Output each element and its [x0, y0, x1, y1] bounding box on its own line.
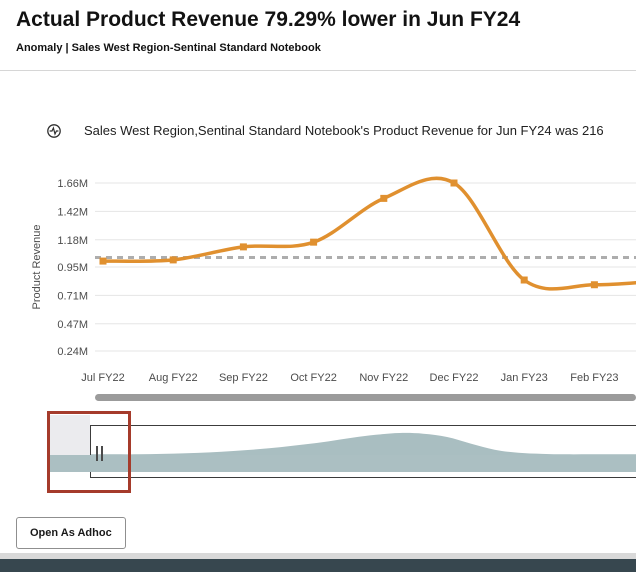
- time-range-navigator: [0, 410, 636, 505]
- y-tick-label: 1.66M: [57, 178, 88, 190]
- x-tick-label: Jan FY23: [501, 372, 548, 384]
- data-point-marker[interactable]: [590, 281, 598, 289]
- anomaly-icon: [47, 124, 61, 138]
- x-tick-label: Feb FY23: [570, 372, 618, 384]
- y-tick-label: 0.47M: [57, 319, 88, 331]
- open-as-adhoc-button[interactable]: Open As Adhoc: [16, 517, 126, 549]
- data-point-marker[interactable]: [169, 256, 177, 264]
- drag-grip-bar: [96, 446, 98, 461]
- y-tick-label: 1.18M: [57, 235, 88, 247]
- horizontal-scrollbar[interactable]: [95, 394, 636, 401]
- header-divider: [0, 70, 636, 71]
- x-tick-label: Jul FY22: [81, 372, 124, 384]
- data-point-marker[interactable]: [520, 276, 528, 284]
- page-title: Actual Product Revenue 79.29% lower in J…: [16, 8, 521, 31]
- navigator-drag-handle[interactable]: [96, 446, 103, 461]
- insight-row: Sales West Region,Sentinal Standard Note…: [46, 122, 636, 142]
- y-tick-label: 1.42M: [57, 206, 88, 218]
- page-subtitle: Anomaly | Sales West Region-Sentinal Sta…: [16, 42, 321, 54]
- navigator-selection-band[interactable]: [50, 455, 636, 472]
- x-tick-label: Sep FY22: [219, 372, 268, 384]
- revenue-line: [102, 176, 636, 291]
- data-point-marker[interactable]: [450, 179, 458, 187]
- bottom-light-strip: [0, 553, 636, 559]
- y-tick-label: 0.95M: [57, 262, 88, 274]
- annotation-highlight-box: [47, 411, 131, 493]
- x-tick-label: Oct FY22: [290, 372, 336, 384]
- x-tick-label: Nov FY22: [359, 372, 408, 384]
- data-point-marker[interactable]: [380, 194, 388, 202]
- y-axis-title: Product Revenue: [31, 225, 43, 310]
- insight-text: Sales West Region,Sentinal Standard Note…: [84, 123, 604, 138]
- x-tick-label: Dec FY22: [430, 372, 479, 384]
- x-tick-label: Aug FY22: [149, 372, 198, 384]
- y-tick-label: 0.71M: [57, 290, 88, 302]
- bottom-bar: [0, 559, 636, 572]
- y-tick-label: 0.24M: [57, 346, 88, 358]
- navigator-left-gutter: [50, 415, 90, 455]
- data-point-marker[interactable]: [310, 238, 318, 246]
- product-revenue-line-chart[interactable]: 1.66M 1.42M 1.18M 0.95M 0.71M 0.47M 0.24M Jul F…: [0, 150, 636, 395]
- data-point-marker[interactable]: [99, 257, 107, 265]
- drag-grip-bar: [101, 446, 103, 461]
- data-point-marker[interactable]: [239, 243, 247, 251]
